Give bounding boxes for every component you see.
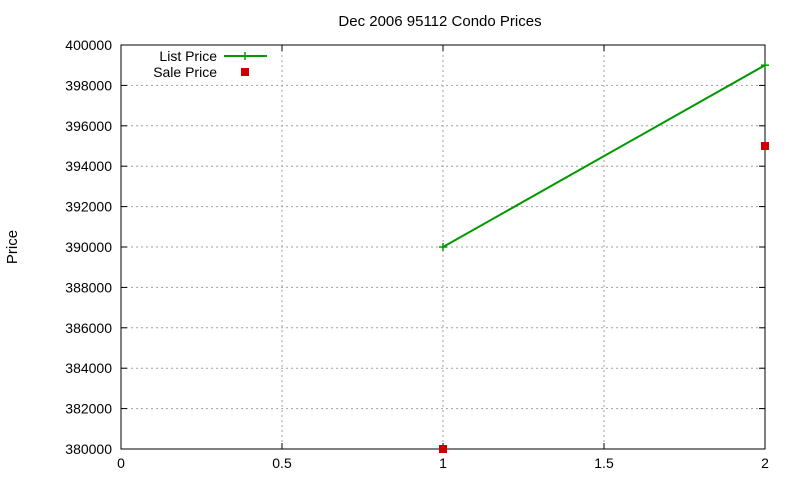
chart-title: Dec 2006 95112 Condo Prices [338,13,541,30]
square-marker [439,445,447,453]
y-tick-label: 400000 [65,37,112,53]
plus-marker [241,52,249,60]
list-price-series [439,61,769,251]
y-tick-label: 398000 [65,77,112,93]
legend-label-list-price: List Price [159,48,217,64]
y-tick-label: 384000 [65,360,112,376]
plus-marker [439,243,447,251]
y-tick-label: 380000 [65,441,112,457]
square-marker [241,68,249,76]
list-price-line [442,64,766,248]
y-tick-label: 382000 [65,401,112,417]
x-tick-label: 0 [117,455,125,471]
y-tick-label: 388000 [65,279,112,295]
grid-lines [121,45,765,449]
sale-price-series [439,142,769,453]
y-tick-label: 390000 [65,239,112,255]
x-tick-label: 2 [761,455,769,471]
y-tick-label: 396000 [65,118,112,134]
square-marker [761,142,769,150]
y-axis-label: Price [4,230,21,264]
plus-marker [761,61,769,70]
y-tick-label: 386000 [65,320,112,336]
x-tick-label: 1 [439,455,447,471]
legend-label-sale-price: Sale Price [153,64,217,80]
series-layer [439,61,769,453]
x-tick-label: 0.5 [272,455,292,471]
y-tick-label: 394000 [65,158,112,174]
x-tick-label: 1.5 [594,455,614,471]
y-tick-label: 392000 [65,199,112,215]
axis-ticks: 0 0.5 1 1.5 2 380000 382000 384000 386000 388000 3… [65,37,769,471]
